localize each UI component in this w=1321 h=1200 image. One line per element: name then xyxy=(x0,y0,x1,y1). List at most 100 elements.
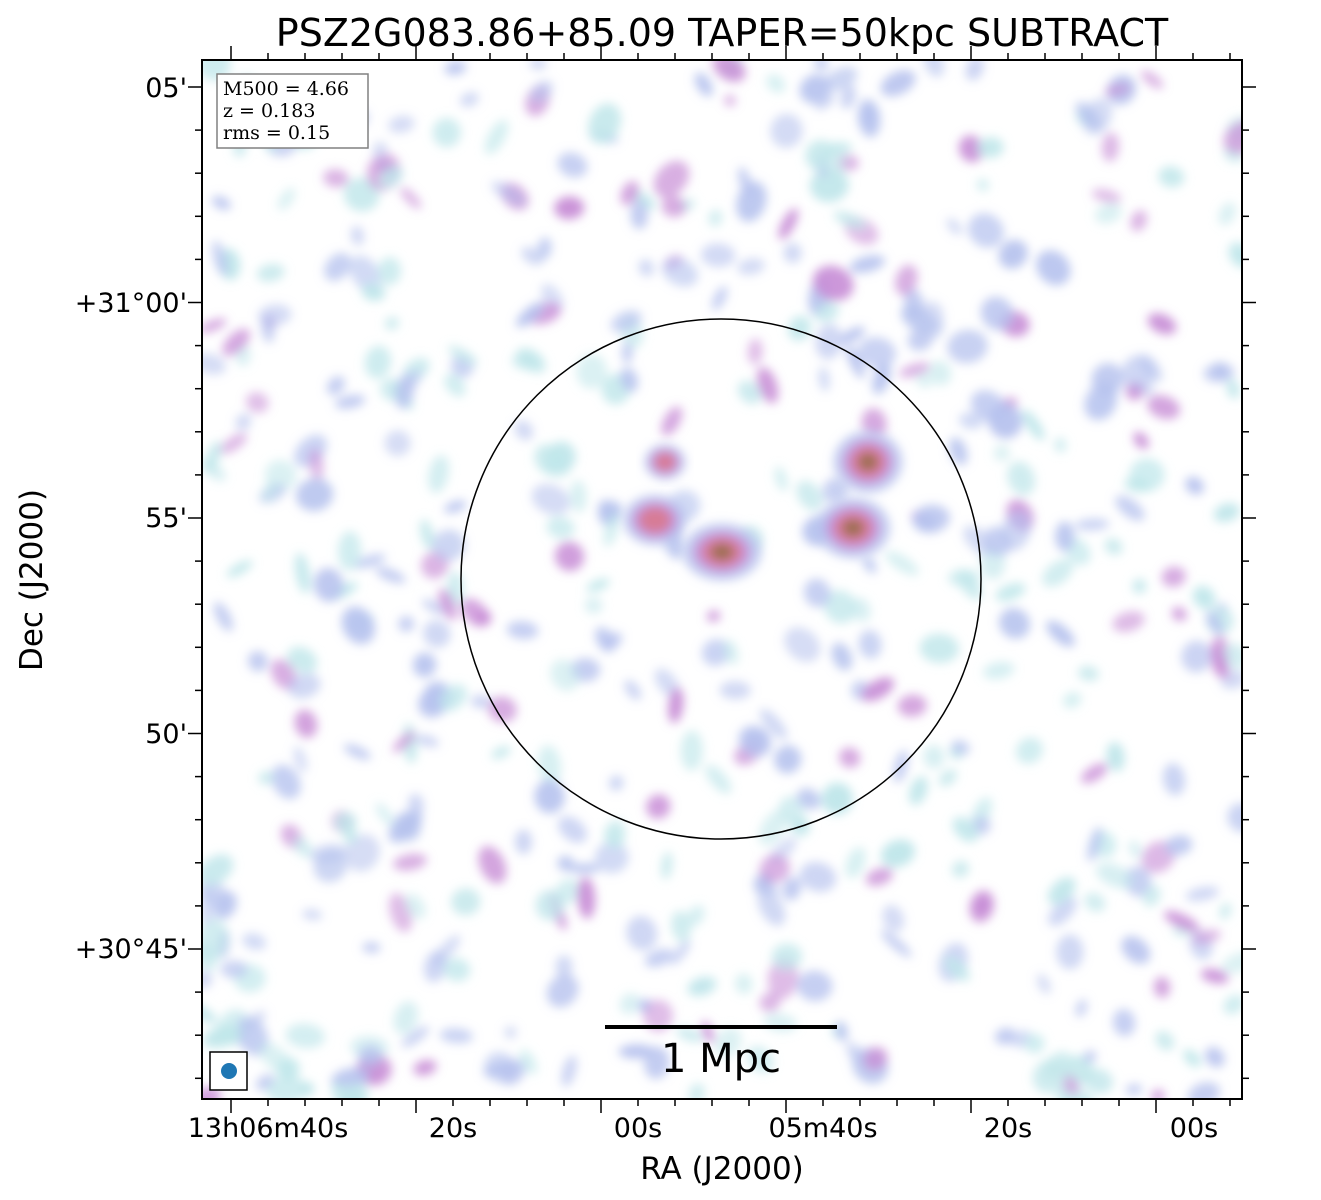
emission-blob xyxy=(412,652,437,678)
emission-blob xyxy=(432,934,461,966)
emission-blob xyxy=(774,745,802,774)
emission-blob xyxy=(470,694,491,709)
emission-blob xyxy=(438,588,457,621)
emission-blob xyxy=(686,905,705,927)
emission-blob xyxy=(1192,929,1222,945)
emission-blob xyxy=(885,551,919,576)
emission-blob xyxy=(694,72,713,97)
emission-blob xyxy=(995,582,1026,602)
emission-blob xyxy=(759,708,788,740)
emission-blob xyxy=(1151,1089,1165,1099)
emission-blob xyxy=(357,1045,382,1068)
scale-bar-label: 1 Mpc xyxy=(661,1036,781,1082)
emission-blob xyxy=(213,891,237,919)
emission-blob xyxy=(1153,976,1171,998)
emission-blob xyxy=(670,940,691,965)
emission-blob xyxy=(271,764,301,800)
emission-blob xyxy=(711,286,728,311)
emission-blob xyxy=(951,860,970,878)
emission-blob xyxy=(822,477,849,504)
emission-blob xyxy=(899,362,931,378)
emission-blob xyxy=(432,529,466,562)
emission-blob xyxy=(1032,1059,1068,1094)
emission-blob xyxy=(895,264,918,296)
emission-blob xyxy=(1132,578,1147,594)
plot-area xyxy=(201,59,1243,1100)
emission-blob xyxy=(393,853,427,871)
emission-blob xyxy=(858,630,882,659)
info-box: M500 = 4.66 z = 0.183 rms = 0.15 xyxy=(216,73,369,149)
emission-blob xyxy=(880,70,916,97)
emission-blob xyxy=(313,567,344,602)
emission-blob xyxy=(1104,538,1123,555)
emission-blob xyxy=(620,367,639,393)
emission-blob xyxy=(1192,585,1216,610)
emission-blob xyxy=(266,1076,307,1099)
x-tick-label: 00s xyxy=(614,1113,662,1144)
emission-blob xyxy=(1121,355,1156,389)
emission-blob xyxy=(723,639,739,665)
emission-blob xyxy=(500,1059,526,1086)
x-tick-label: 20s xyxy=(984,1113,1032,1144)
emission-blob xyxy=(783,242,802,264)
x-tick-labels: 13h06m40s 20s 00s 05m40s 20s 00s xyxy=(188,1113,1219,1144)
emission-blob xyxy=(546,516,575,539)
emission-blob xyxy=(747,1046,774,1073)
emission-blob xyxy=(337,531,362,571)
emission-blob xyxy=(557,855,575,872)
emission-blob xyxy=(719,681,751,700)
emission-blob xyxy=(630,200,649,230)
emission-blob xyxy=(1206,611,1223,635)
emission-blob xyxy=(294,709,318,738)
emission-blob xyxy=(276,1057,300,1082)
emission-blob xyxy=(506,621,539,640)
emission-blob xyxy=(326,376,345,395)
emission-blob xyxy=(202,60,231,81)
emission-blob xyxy=(1106,742,1125,772)
emission-blob xyxy=(343,827,357,844)
emission-blob xyxy=(1183,1049,1201,1068)
emission-blob xyxy=(944,956,970,982)
emission-blob xyxy=(619,993,641,1014)
emission-blob xyxy=(803,578,831,608)
y-tick-label: 05' xyxy=(145,73,187,104)
emission-blob xyxy=(845,847,866,879)
emission-blob xyxy=(680,730,703,771)
emission-blob xyxy=(388,115,415,134)
emission-blob xyxy=(747,338,763,365)
emission-blob xyxy=(1147,313,1177,335)
emission-blob xyxy=(833,211,867,229)
emission-blob xyxy=(491,745,511,760)
emission-blob xyxy=(377,257,402,286)
emission-blob xyxy=(384,430,411,457)
emission-blob xyxy=(1185,476,1204,495)
emission-blob xyxy=(1042,559,1074,587)
emission-blob xyxy=(771,943,803,970)
emission-blob xyxy=(432,117,461,148)
emission-blob xyxy=(865,867,894,886)
emission-blob xyxy=(839,326,865,344)
emission-blob xyxy=(788,315,812,341)
emission-blob xyxy=(638,259,654,277)
emission-blob xyxy=(537,745,562,786)
y-tick-label: 50' xyxy=(145,719,187,750)
emission-blob xyxy=(1091,188,1122,204)
emission-blob xyxy=(521,247,543,266)
emission-blob xyxy=(976,178,989,191)
emission-blob xyxy=(1211,642,1229,679)
emission-blob xyxy=(202,971,213,989)
emission-blob xyxy=(796,970,833,1002)
emission-blob xyxy=(999,608,1031,639)
emission-blob xyxy=(451,888,481,916)
emission-blob xyxy=(484,119,509,155)
emission-blob xyxy=(1055,521,1075,552)
emission-blob xyxy=(334,394,366,409)
emission-blob xyxy=(247,651,268,672)
emission-blob xyxy=(1112,1008,1136,1037)
source-central xyxy=(682,523,762,581)
emission-blob xyxy=(1161,566,1186,587)
emission-blob xyxy=(1133,431,1149,450)
emission-blob xyxy=(1047,877,1076,905)
emission-blob xyxy=(687,976,717,997)
emission-blob xyxy=(395,376,415,409)
